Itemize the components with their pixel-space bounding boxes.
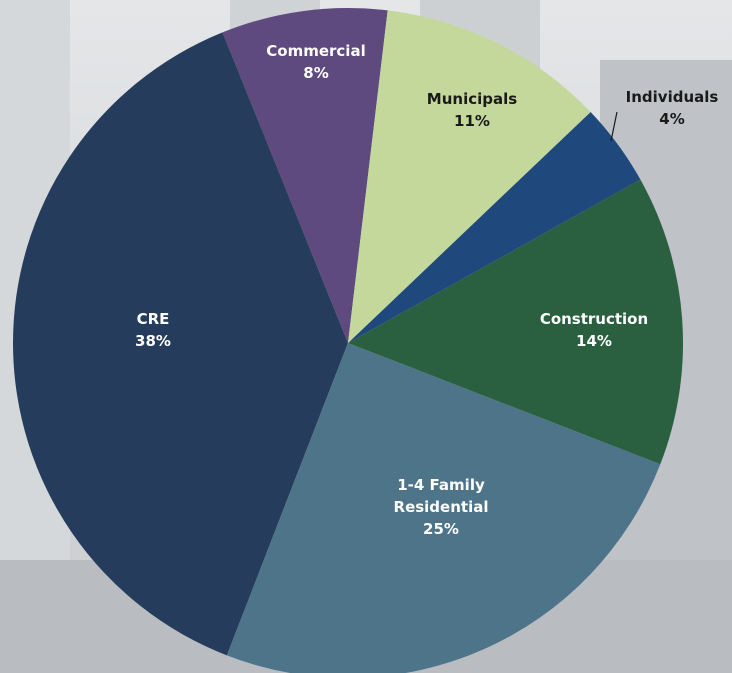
value-label: 8% [303, 64, 329, 82]
value-label: 14% [576, 332, 612, 350]
leader-line [610, 111, 618, 142]
value-label: 25% [423, 520, 459, 538]
pie-slice [226, 343, 661, 673]
slice-label: Construction 14% [534, 308, 654, 352]
slice-label: CRE 38% [93, 308, 213, 352]
pie-slice [348, 10, 591, 343]
pie-slice [222, 7, 388, 343]
pie-slice [348, 179, 683, 465]
category-label: Construction [539, 310, 649, 328]
value-label: 11% [454, 112, 490, 130]
slice-label: Municipals 11% [412, 88, 532, 132]
category-label: Commercial [266, 42, 366, 60]
value-label: 38% [135, 332, 171, 350]
pie-slice [348, 111, 641, 344]
slice-label: 1-4 Family Residential 25% [391, 474, 491, 540]
category-label: CRE [136, 310, 170, 328]
value-label: 4% [659, 110, 685, 128]
category-label: Municipals [426, 90, 518, 108]
slice-label: Individuals 4% [612, 86, 732, 130]
pie-slice [13, 32, 348, 656]
slice-label: Commercial 8% [256, 40, 376, 84]
category-label: 1-4 Family Residential [393, 476, 489, 516]
category-label: Individuals [625, 88, 719, 106]
